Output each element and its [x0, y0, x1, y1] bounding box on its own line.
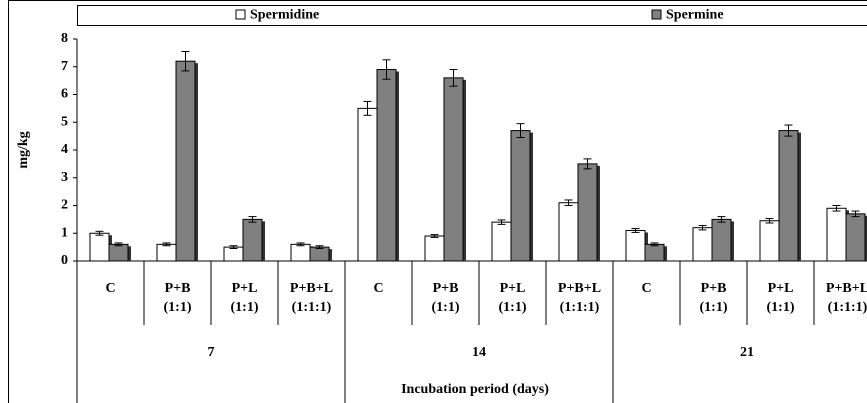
bar	[577, 163, 598, 262]
bar	[845, 213, 866, 262]
group-label: 14	[472, 345, 486, 360]
x-tick-label: (1:1:1)	[828, 300, 867, 315]
x-tick-label: (1:1:1)	[292, 300, 332, 315]
bar	[826, 207, 847, 262]
y-tick-label: 8	[61, 31, 68, 46]
x-tick-label: (1:1)	[231, 300, 259, 315]
y-tick-label: 2	[61, 198, 68, 213]
group-label: 7	[208, 345, 215, 360]
bar	[759, 220, 780, 262]
y-tick-label: 0	[61, 253, 68, 268]
bar	[376, 69, 397, 262]
x-tick-label: (1:1)	[767, 300, 795, 315]
bar	[778, 130, 799, 262]
bar	[692, 227, 713, 262]
x-tick-label: P+B+L	[558, 281, 601, 296]
bar	[644, 243, 665, 262]
bar	[625, 229, 646, 262]
x-axis-label: Incubation period (days)	[401, 382, 549, 397]
legend-label: Spermidine	[250, 8, 319, 23]
bar	[309, 246, 330, 262]
x-tick-label: P+B	[165, 281, 191, 296]
y-tick-label: 4	[61, 142, 68, 157]
x-tick-label: (1:1)	[432, 300, 460, 315]
x-tick-label: C	[105, 281, 115, 296]
x-tick-label: C	[641, 281, 651, 296]
x-tick-label: C	[373, 281, 383, 296]
bar	[89, 232, 110, 262]
bar	[156, 243, 177, 262]
x-tick-label: P+L	[768, 281, 794, 296]
x-tick-label: P+B	[433, 281, 459, 296]
x-tick-label: P+B+L	[290, 281, 333, 296]
y-tick-label: 1	[61, 225, 68, 240]
x-tick-label: P+L	[232, 281, 258, 296]
group-label: 21	[740, 345, 754, 360]
x-tick-label: P+B	[701, 281, 727, 296]
bar	[443, 77, 464, 262]
y-tick-label: 3	[61, 170, 68, 185]
bar	[491, 221, 512, 262]
legend-label: Spermine	[666, 8, 724, 23]
chart-frame	[8, 0, 867, 403]
y-tick-label: 6	[61, 87, 68, 102]
x-tick-label: P+L	[500, 281, 526, 296]
legend-box	[77, 5, 867, 26]
x-tick-label: P+B+L	[826, 281, 867, 296]
bar	[175, 60, 196, 262]
x-tick-label: (1:1)	[499, 300, 527, 315]
x-tick-label: (1:1)	[164, 300, 192, 315]
bar	[558, 202, 579, 262]
bar	[108, 243, 129, 262]
y-tick-label: 7	[61, 59, 68, 74]
bar	[424, 235, 445, 262]
bar	[357, 107, 378, 262]
legend-swatch	[235, 9, 246, 20]
bar	[223, 246, 244, 262]
x-tick-label: (1:1)	[700, 300, 728, 315]
bar	[242, 218, 263, 262]
y-axis-label: mg/kg	[16, 131, 31, 168]
bar	[290, 243, 311, 262]
bar	[711, 218, 732, 262]
bar	[510, 130, 531, 262]
x-tick-label: (1:1:1)	[560, 300, 600, 315]
y-tick-label: 5	[61, 114, 68, 129]
legend-swatch	[651, 9, 662, 20]
